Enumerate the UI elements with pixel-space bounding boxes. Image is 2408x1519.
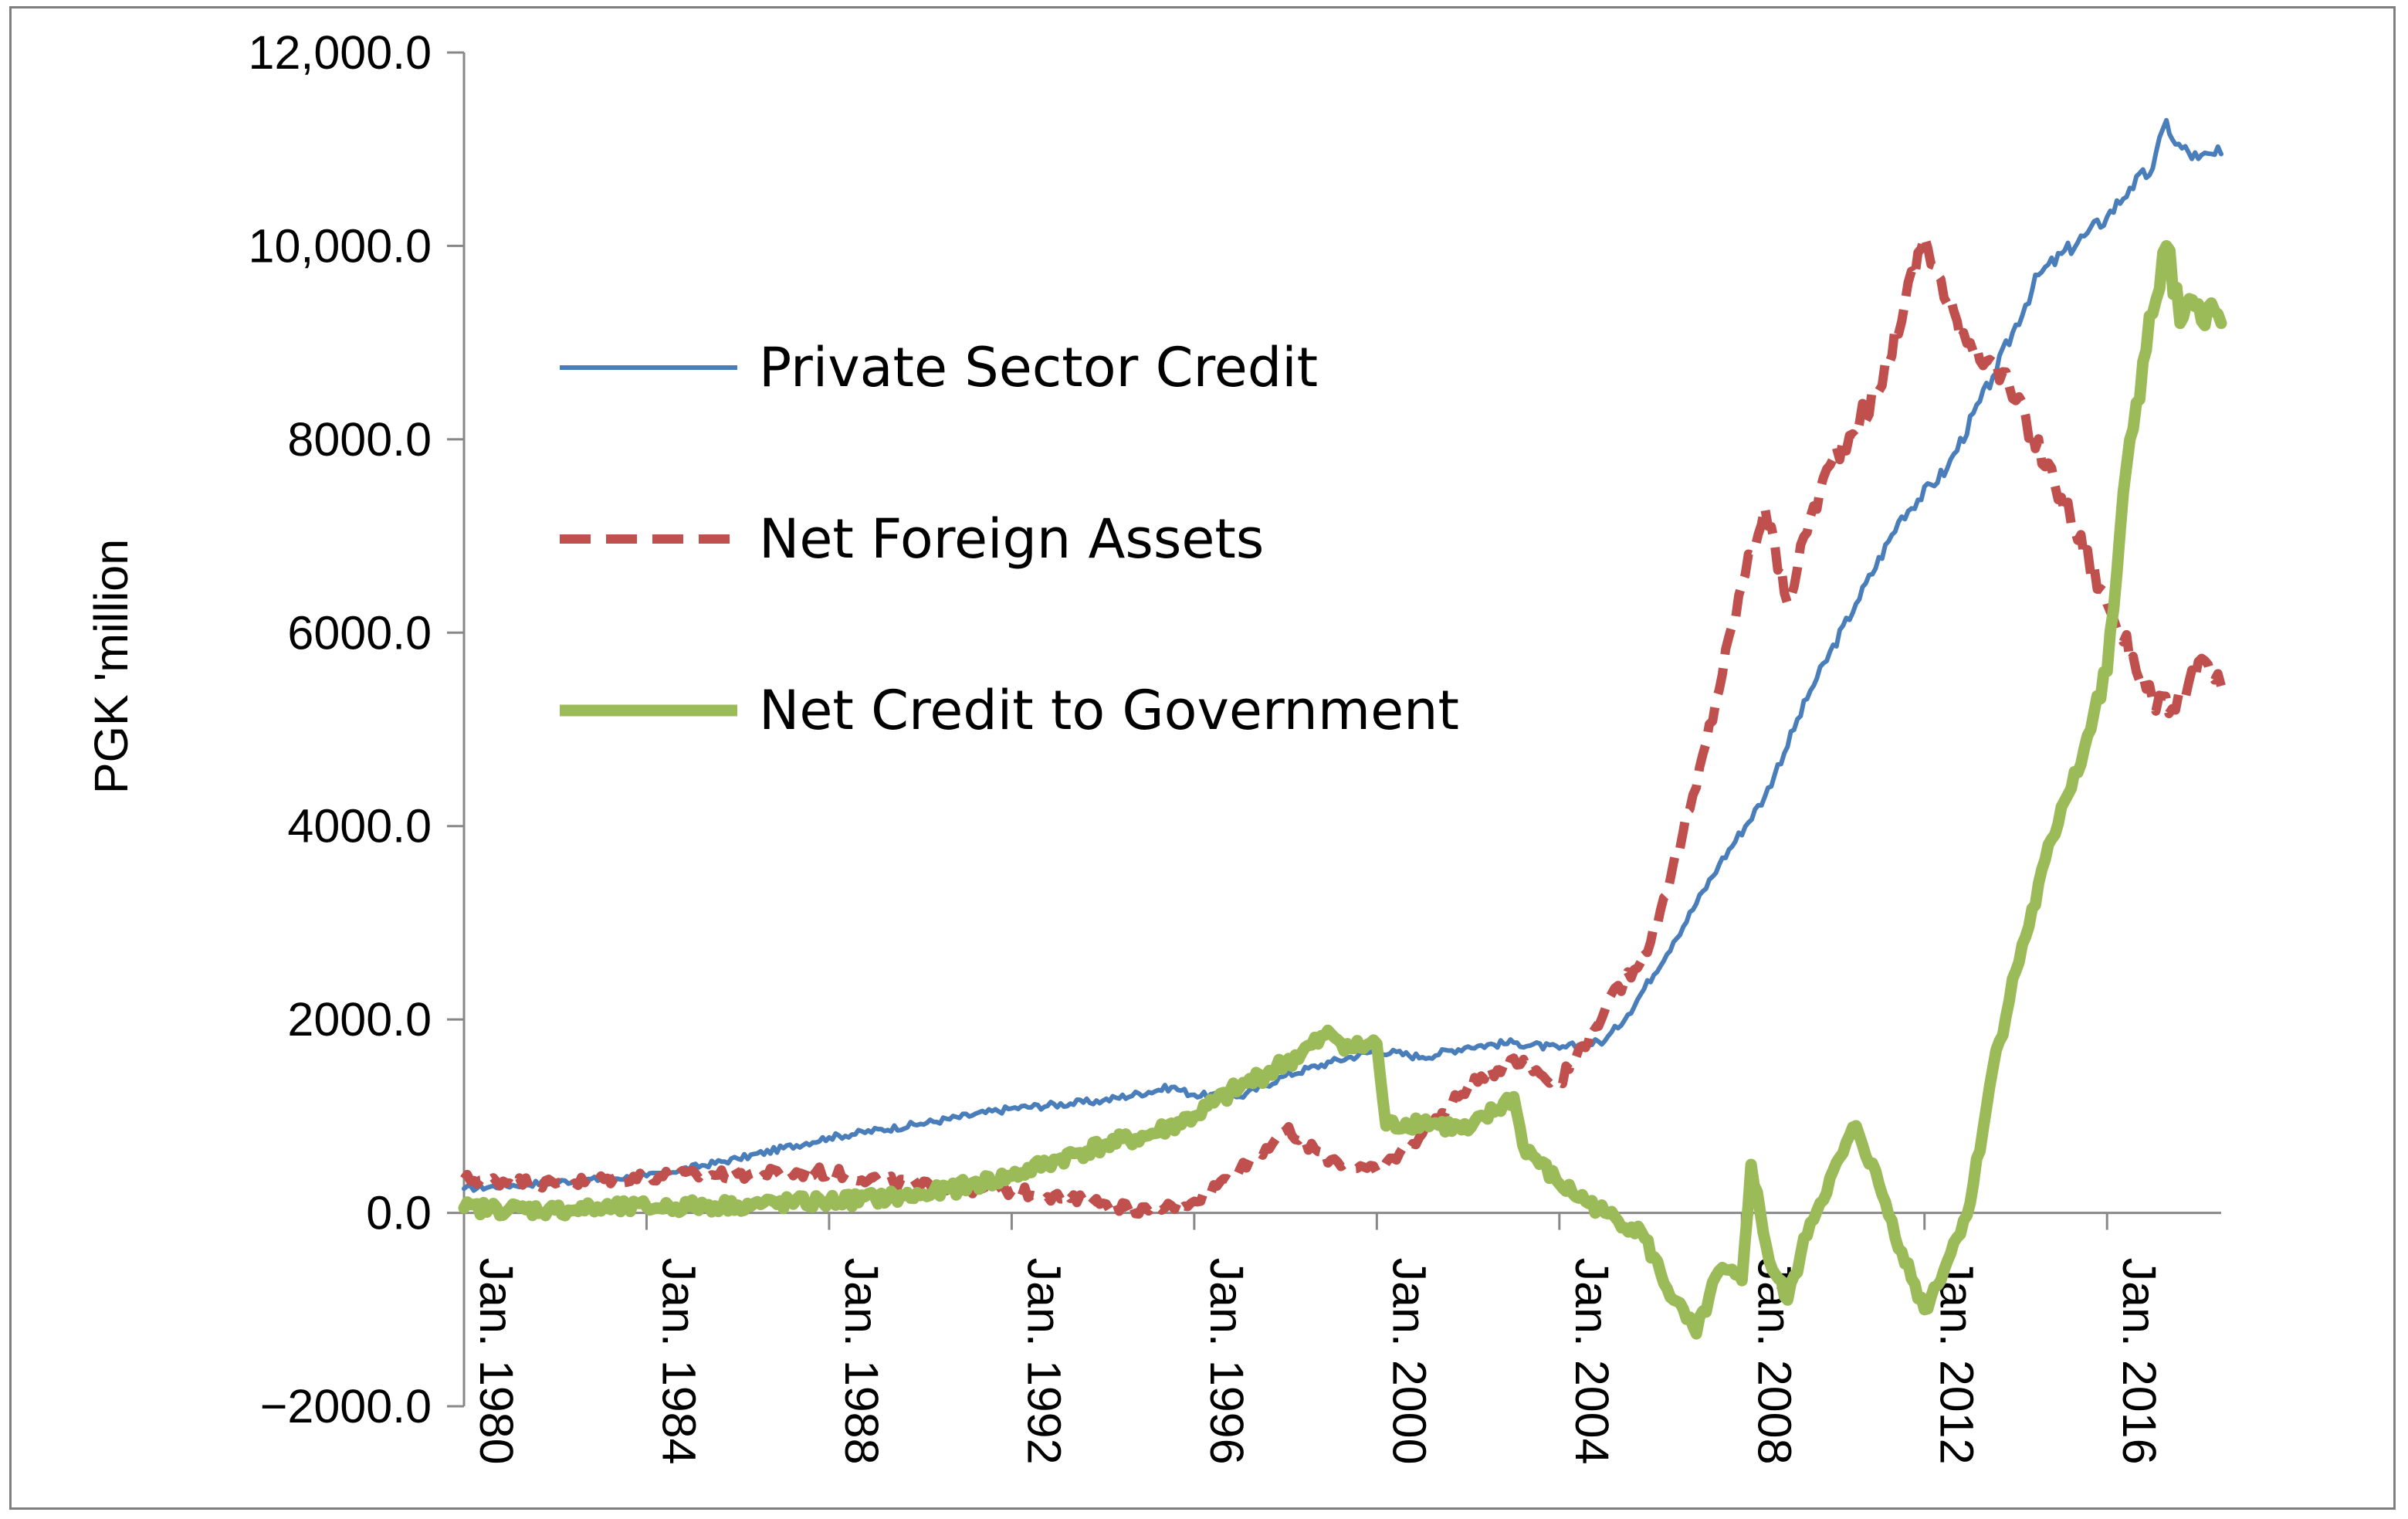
y-tick-label: 8000.0: [287, 413, 432, 466]
chart-svg: 12,000.0 10,000.0 8000.0 6000.0 4000.0 2000.0…: [85, 26, 2227, 1465]
y-tick-label: −2000.0: [260, 1380, 432, 1433]
x-tick-label: Jan. 1980: [470, 1258, 523, 1465]
legend-label: Private Sector Credit: [759, 336, 1318, 399]
y-axis-title: PGK 'million: [85, 539, 137, 794]
series-line-private-sector-credit: [462, 117, 2223, 1193]
x-axis: Jan. 1980 Jan. 1984 Jan. 1988 Jan. 1992 Jan.…: [462, 1212, 2221, 1465]
legend: Private Sector Credit Net Foreign Assets N…: [560, 336, 1459, 742]
series-group: [458, 117, 2227, 1340]
y-axis: 12,000.0 10,000.0 8000.0 6000.0 4000.0 2000.0…: [249, 26, 466, 1433]
y-tick-label: 10,000.0: [249, 219, 432, 272]
legend-label: Net Credit to Government: [759, 679, 1459, 742]
chart-frame: 12,000.0 10,000.0 8000.0 6000.0 4000.0 2000.0…: [9, 6, 2396, 1510]
y-tick-label: 6000.0: [287, 606, 432, 659]
y-tick-label: 2000.0: [287, 993, 432, 1046]
x-tick-label: Jan. 1988: [835, 1258, 888, 1465]
x-tick-label: Jan. 1984: [652, 1258, 705, 1465]
x-tick-label: Jan. 1992: [1018, 1258, 1070, 1465]
y-tick-label: 0.0: [366, 1187, 432, 1239]
x-tick-label: Jan. 1996: [1201, 1258, 1253, 1465]
series-line-net-foreign-assets: [460, 231, 2226, 1219]
series-line-net-credit-to-government: [458, 239, 2227, 1340]
legend-label: Net Foreign Assets: [759, 507, 1264, 571]
x-tick-label: Jan. 2004: [1566, 1258, 1618, 1465]
x-tick-label: Jan. 2012: [1931, 1258, 1983, 1465]
y-tick-label: 4000.0: [287, 800, 432, 853]
y-tick-label: 12,000.0: [249, 26, 432, 79]
x-tick-label: Jan. 2016: [2113, 1258, 2166, 1465]
x-tick-label: Jan. 2000: [1383, 1258, 1435, 1465]
